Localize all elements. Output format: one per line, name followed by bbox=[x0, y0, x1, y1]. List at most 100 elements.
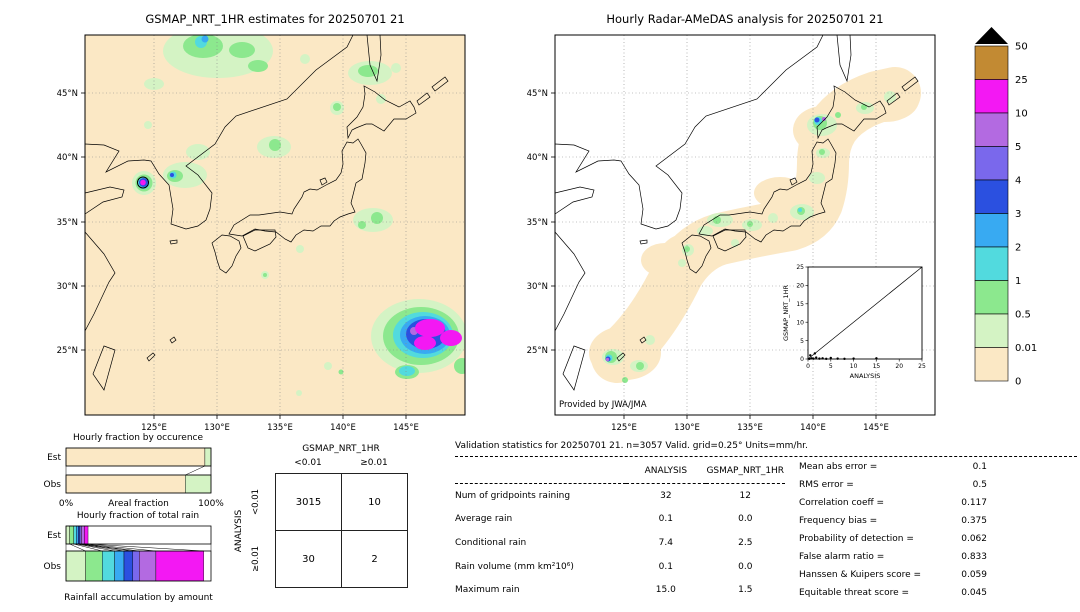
colorbar-segment bbox=[974, 79, 1009, 114]
stats-value: 0.1 bbox=[658, 514, 673, 525]
lat-tick-label: 35°N bbox=[57, 218, 78, 228]
metric-value: 0.5 bbox=[972, 480, 987, 490]
stats-metrics: Mean abs error = 0.1 RMS error = 0.5 Corre… bbox=[799, 458, 1077, 602]
map-frame bbox=[84, 34, 466, 416]
lat-tick-label: 40°N bbox=[57, 153, 78, 163]
connector-line bbox=[73, 543, 103, 552]
bar-segment bbox=[85, 550, 103, 582]
colorbar-segment bbox=[974, 280, 1009, 315]
bar-segment bbox=[65, 525, 70, 545]
inset-tick-label: 5 bbox=[829, 363, 833, 370]
contingency-col-group-label: GSMAP_NRT_1HR bbox=[302, 444, 380, 454]
inset-xlabel: ANALYSIS bbox=[850, 372, 881, 380]
totalrain-chart: Hourly fraction of total rain Est Obs Rainf… bbox=[44, 511, 214, 603]
inset-tick-label: 10 bbox=[796, 319, 804, 326]
scatter-point bbox=[813, 352, 817, 355]
metric-label: Probability of detection = bbox=[799, 534, 914, 544]
chart-title: Hourly fraction of total rain bbox=[77, 511, 199, 521]
lon-tick-label: 140°E bbox=[800, 423, 826, 433]
bar-segment bbox=[139, 550, 157, 582]
colorbar-label: 0 bbox=[1015, 377, 1021, 388]
chart-title: Hourly fraction by occurence bbox=[73, 433, 203, 443]
metric-value: 0.117 bbox=[961, 498, 987, 508]
bar-segment bbox=[65, 474, 186, 494]
bar-segment bbox=[69, 525, 74, 545]
contingency-cell: 2 bbox=[341, 530, 408, 588]
colorbar-label: 50 bbox=[1015, 42, 1028, 53]
colorbar-overflow-triangle bbox=[975, 27, 1008, 44]
bar-row-label: Est bbox=[47, 531, 61, 541]
bar-segment bbox=[204, 447, 212, 467]
axis-max-label: 100% bbox=[198, 499, 224, 509]
map-grid: 125°E 130°E 135°E 140°E 145°E 45°N 40°N 35°N 30°… bbox=[57, 35, 465, 433]
precipitation-field bbox=[589, 67, 921, 383]
stats-value: 7.4 bbox=[658, 537, 673, 548]
stats-value: 0.0 bbox=[738, 514, 753, 525]
scatter-point bbox=[812, 357, 815, 360]
inset-tick-label: 25 bbox=[918, 363, 926, 370]
stats-header-gsmap: GSMAP_NRT_1HR bbox=[705, 459, 785, 485]
map-frame bbox=[554, 34, 936, 416]
bar-segment bbox=[123, 550, 133, 582]
inset-tick-label: 5 bbox=[800, 338, 804, 345]
colorbar-segment bbox=[974, 313, 1009, 348]
totalrain-chart-body: Hourly fraction of total rain Est Obs Rainf… bbox=[44, 511, 214, 603]
contingency-row-label: ≥0.01 bbox=[251, 545, 261, 573]
contingency-cell: 30 bbox=[275, 530, 342, 588]
lon-tick-label: 130°E bbox=[674, 423, 700, 433]
stats-row-label: Maximum rain bbox=[455, 585, 520, 596]
stats-title: Validation statistics for 20250701 21. n… bbox=[455, 441, 1077, 457]
contingency-col-labels: <0.01 ≥0.01 bbox=[275, 458, 407, 468]
contingency-col-label: <0.01 bbox=[294, 458, 322, 468]
lat-tick-label: 35°N bbox=[527, 218, 548, 228]
colorbar-segment bbox=[974, 146, 1009, 181]
bar-segment bbox=[65, 447, 206, 467]
bar-segment bbox=[185, 474, 212, 494]
lat-tick-label: 25°N bbox=[527, 346, 548, 356]
stats-row-label: Conditional rain bbox=[455, 537, 527, 548]
stats-value: 0.1 bbox=[658, 561, 673, 572]
connector-line bbox=[81, 543, 140, 552]
metric-label: Frequency bias = bbox=[799, 516, 878, 526]
contingency-grid: 3015 10 30 2 bbox=[275, 473, 408, 588]
bar-segment bbox=[84, 525, 89, 545]
metric-row: False alarm ratio = 0.833 bbox=[799, 548, 1077, 566]
stats-value: 2.5 bbox=[738, 537, 753, 548]
metric-value: 0.375 bbox=[961, 516, 987, 526]
inset-scatter: ANALYSIS GSMAP_NRT_1HR 00 5 5 10 10 15 15 20 20 2… bbox=[782, 264, 926, 380]
colorbar-scale: 50 25 10 5 4 3 2 1 0.5 0.01 0 bbox=[974, 27, 1037, 388]
bar-row-label: Obs bbox=[44, 562, 62, 572]
contingency-cell: 3015 bbox=[275, 473, 342, 531]
metric-row: Equitable threat score = 0.045 bbox=[799, 584, 1077, 602]
bar-row-label: Est bbox=[47, 453, 61, 463]
colorbar-segment bbox=[974, 347, 1009, 382]
stats-value: 15.0 bbox=[655, 585, 676, 596]
scatter-point bbox=[821, 357, 824, 360]
bar-segment bbox=[81, 525, 85, 545]
inset-tick-label: 15 bbox=[873, 363, 881, 370]
inset-tick-label: 0 bbox=[800, 356, 804, 363]
lat-tick-label: 45°N bbox=[57, 89, 78, 99]
occurrence-chart-body: Hourly fraction by occurence Est Obs 0% 100%… bbox=[44, 433, 225, 509]
scatter-point bbox=[808, 357, 811, 361]
metric-label: False alarm ratio = bbox=[799, 552, 885, 562]
lon-tick-label: 145°E bbox=[393, 423, 419, 433]
stats-value: 1.5 bbox=[738, 585, 753, 596]
lon-tick-label: 145°E bbox=[863, 423, 889, 433]
metric-value: 0.062 bbox=[961, 534, 987, 544]
colorbar-segment bbox=[974, 179, 1009, 214]
connector-line bbox=[76, 543, 115, 552]
lat-tick-label: 45°N bbox=[527, 89, 548, 99]
connector-line bbox=[79, 543, 133, 552]
connector-line bbox=[69, 543, 86, 552]
inset-tick-label: 15 bbox=[796, 301, 804, 308]
connector-line bbox=[84, 543, 156, 552]
bar-segment bbox=[155, 550, 204, 582]
bar-segment bbox=[65, 550, 86, 582]
lon-tick-label: 135°E bbox=[267, 423, 293, 433]
colorbar-label: 4 bbox=[1015, 176, 1021, 187]
bar-segment bbox=[102, 550, 115, 582]
inset-tick-label: 25 bbox=[796, 264, 804, 271]
metric-value: 0.1 bbox=[972, 462, 987, 472]
